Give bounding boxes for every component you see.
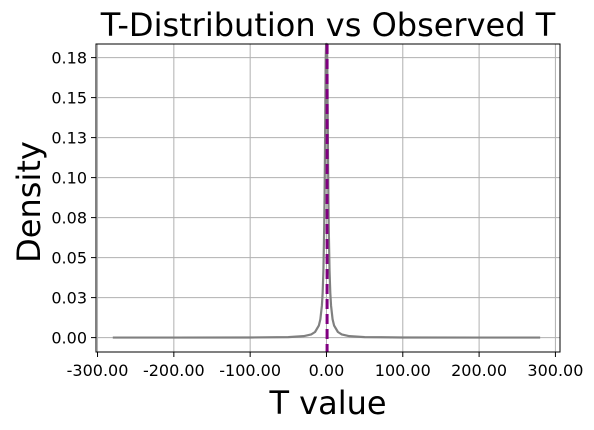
- y-tick-label: 0.10: [51, 169, 87, 188]
- x-tick-label: 0.00: [309, 361, 345, 380]
- y-tick-label: 0.13: [51, 129, 87, 148]
- y-tick-label: 0.18: [51, 49, 87, 68]
- y-tick-label: 0.05: [51, 249, 87, 268]
- y-tick-label: 0.03: [51, 289, 87, 308]
- axes-frame: [95, 43, 561, 353]
- x-tick-label: -300.00: [67, 361, 129, 380]
- x-axis-label: T value: [268, 384, 386, 422]
- x-tick-label: -100.00: [219, 361, 281, 380]
- y-tick-label: 0.15: [51, 89, 87, 108]
- y-tick-label: 0.08: [51, 209, 87, 228]
- y-axis-ticks: 0.00 0.03 0.05 0.08 0.10 0.13 0.15 0.18: [51, 49, 96, 348]
- x-axis-ticks: -300.00 -200.00 -100.00 0.00 100.00 200.00 300…: [67, 352, 583, 380]
- y-axis-label: Density: [10, 141, 48, 263]
- x-tick-label: -200.00: [143, 361, 205, 380]
- plot-frame: [95, 43, 561, 353]
- x-tick-label: 100.00: [375, 361, 431, 380]
- chart-title: T-Distribution vs Observed T: [100, 6, 556, 44]
- x-tick-label: 200.00: [451, 361, 507, 380]
- x-tick-label: 300.00: [527, 361, 583, 380]
- y-tick-label: 0.00: [51, 329, 87, 348]
